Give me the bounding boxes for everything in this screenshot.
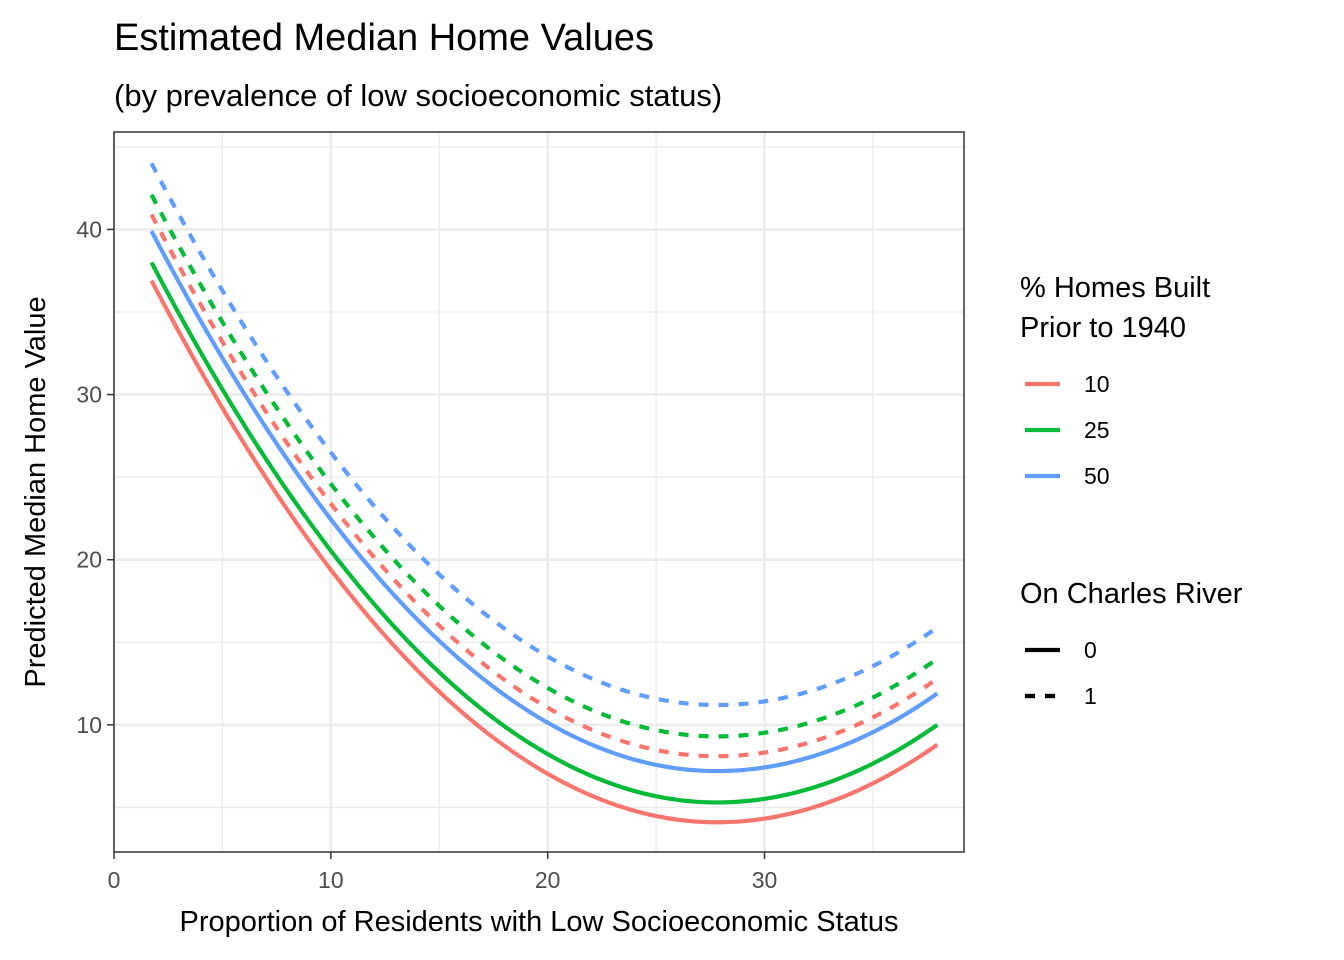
grid-minor (114, 132, 964, 852)
y-tick-label: 30 (76, 382, 102, 408)
x-axis: 0 10 20 30 (108, 852, 778, 893)
legend-color-label-25: 25 (1084, 417, 1110, 443)
x-axis-title: Proportion of Residents with Low Socioec… (180, 906, 899, 938)
series-line-age50-chas0 (149, 230, 939, 774)
legend-color-items: 10 25 50 (1025, 371, 1110, 489)
y-tick-label: 10 (76, 712, 102, 738)
legend-color-label-50: 50 (1084, 463, 1110, 489)
legend-color-title-line1: % Homes Built (1020, 272, 1210, 304)
y-tick-label: 40 (76, 216, 102, 242)
legend-color-label-10: 10 (1084, 371, 1110, 397)
series-line-age25-chas1 (149, 193, 939, 739)
series-line-age10-chas1 (149, 213, 939, 759)
series-line-age10-chas0 (149, 279, 939, 825)
legend-linetype-label-0: 0 (1084, 637, 1097, 663)
x-tick-label: 30 (752, 867, 778, 893)
series-line-age25-chas0 (149, 261, 939, 805)
y-axis: 10 20 30 40 (76, 216, 114, 738)
plot-panel (112, 131, 965, 853)
plot-border (113, 131, 965, 853)
legend-linetype-label-1: 1 (1084, 683, 1097, 709)
legend-color-title-line2: Prior to 1940 (1020, 312, 1186, 344)
x-tick-label: 0 (108, 867, 121, 893)
y-axis-title: Predicted Median Home Value (20, 296, 52, 687)
x-tick-label: 20 (535, 867, 561, 893)
plot-background (114, 132, 964, 852)
chart-title: Estimated Median Home Values (114, 17, 654, 59)
series-lines (149, 162, 939, 825)
y-tick-label: 20 (76, 547, 102, 573)
legend-linetype-items: 01 (1025, 637, 1097, 709)
series-line-age50-chas1 (149, 162, 939, 708)
legend-linetype-title: On Charles River (1020, 578, 1243, 610)
x-tick-label: 10 (318, 867, 344, 893)
chart-subtitle: (by prevalence of low socioeconomic stat… (114, 78, 722, 113)
